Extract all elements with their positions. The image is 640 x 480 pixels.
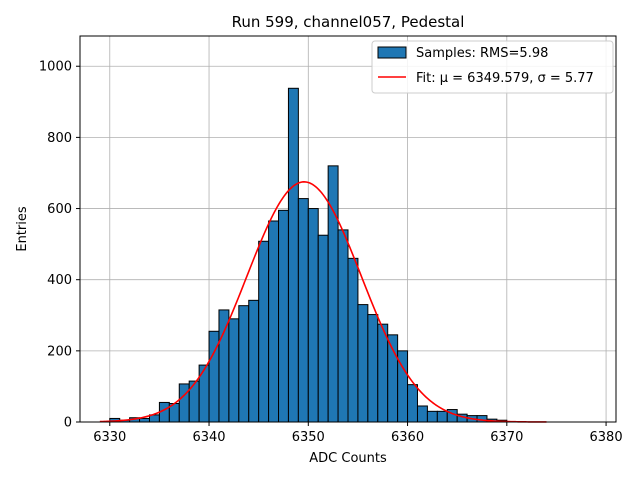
x-axis-ticks: 6330 6340 6350 6360 6370 6380 [93,422,623,445]
x-tick-label: 6330 [93,430,126,445]
y-tick-label: 400 [47,273,72,288]
legend-label-histogram: Samples: RMS=5.98 [416,46,548,61]
histogram-bars [109,87,508,423]
x-tick-label: 6350 [292,430,325,445]
histogram-bar [287,87,299,423]
plot-frame [79,35,617,423]
legend-swatch-histogram [377,46,407,59]
histogram-bar [347,257,359,423]
histogram-bar [228,318,240,423]
histogram-bar [258,240,270,423]
legend-label-fit: Fit: μ = 6349.579, σ = 5.77 [416,71,594,86]
histogram-bar [377,323,389,423]
histogram-bar [337,229,349,423]
x-tick-label: 6370 [490,430,523,445]
x-tick-label: 6360 [391,430,424,445]
y-tick-label: 200 [47,344,72,359]
histogram-bar [198,364,210,423]
histogram-bar [297,198,309,423]
histogram-bar [218,309,230,423]
y-tick-label: 1000 [39,60,72,75]
histogram-bar [357,304,369,423]
histogram-bar [407,384,418,423]
fit-curve [99,181,547,423]
histogram-bar [426,410,438,423]
y-tick-label: 600 [47,202,72,217]
y-tick-label: 800 [47,131,72,146]
x-tick-label: 6340 [192,430,225,445]
legend-box [371,40,614,94]
histogram-bar [238,305,250,423]
legend: Samples: RMS=5.98 Fit: μ = 6349.579, σ =… [371,40,614,94]
chart-title: Run 599, channel057, Pedestal [232,13,465,31]
histogram-bar [268,220,280,423]
histogram-bar [307,208,319,423]
x-axis-label: ADC Counts [309,451,387,466]
histogram-bar [248,299,260,423]
histogram-bar [139,417,150,423]
y-axis-label: Entries [15,206,30,252]
histogram-bar [278,209,289,423]
histogram-bar [367,314,379,423]
x-tick-label: 6380 [590,430,623,445]
histogram-bar [416,405,428,423]
y-tick-label: 0 [64,416,72,431]
histogram-bar [436,410,448,423]
histogram-bar [178,383,190,423]
y-axis-ticks: 0 200 400 600 800 1000 [39,60,80,431]
histogram-bar [317,234,329,423]
